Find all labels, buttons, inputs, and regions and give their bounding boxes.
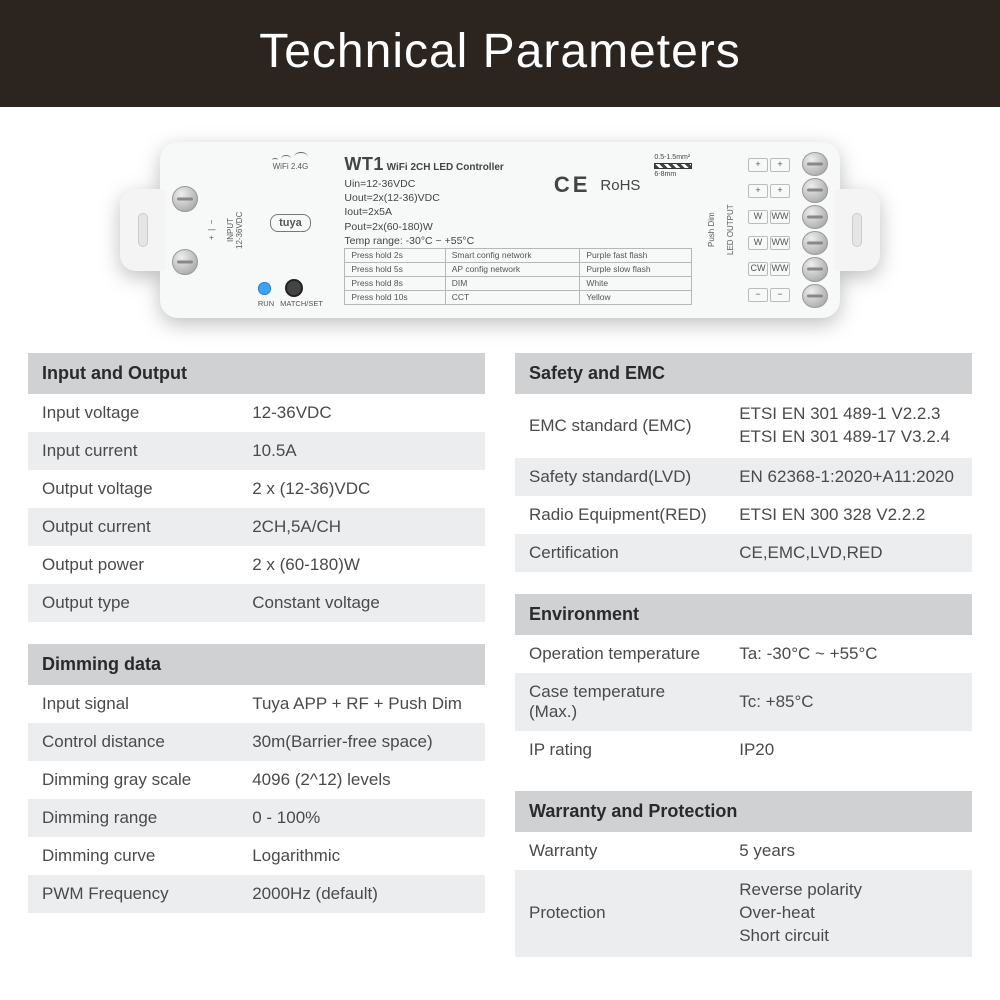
model-number: WT1 [344,154,384,174]
table-warranty: Warranty and Protection Warranty5 years … [515,791,972,957]
table-row: Case temperature (Max.)Tc: +85°C [515,673,972,731]
table-row: Dimming curveLogarithmic [28,837,485,875]
table-environment: Environment Operation temperatureTa: -30… [515,594,972,769]
table-row: Control distance30m(Barrier-free space) [28,723,485,761]
table-row: EMC standard (EMC)ETSI EN 301 489-1 V2.2… [515,394,972,458]
wifi-label: WiFi 2.4G [272,162,308,171]
table-header: Dimming data [28,644,485,685]
table-row: Output voltage2 x (12-36)VDC [28,470,485,508]
input-terminals [172,152,198,308]
table-row: Radio Equipment(RED)ETSI EN 300 328 V2.2… [515,496,972,534]
table-row: PWM Frequency2000Hz (default) [28,875,485,913]
multi-line-cell: ETSI EN 301 489-1 V2.2.3ETSI EN 301 489-… [725,394,972,458]
table-row: Input voltage12-36VDC [28,394,485,432]
table-row: ProtectionReverse polarityOver-heatShort… [515,870,972,957]
input-label: INPUT12-36VDC [227,152,245,308]
table-dimming: Dimming data Input signalTuya APP + RF +… [28,644,485,913]
output-terminals [802,152,828,308]
mount-bracket-right [834,189,880,271]
wifi-icon [272,152,308,162]
wire-gauge-tip: 0.5-1.5mm² 6-8mm [654,154,692,178]
control-panel: WiFi 2.4G tuya RUN MATCH/SET [254,152,326,308]
table-row: Input signalTuya APP + RF + Push Dim [28,685,485,723]
table-row: IP ratingIP20 [515,731,972,769]
table-row: Warranty5 years [515,832,972,870]
match-set-button[interactable] [285,279,303,297]
table-row: Safety standard(LVD)EN 62368-1:2020+A11:… [515,458,972,496]
match-label: MATCH/SET [280,299,323,308]
input-polarity: + | − [208,152,217,308]
table-header: Input and Output [28,353,485,394]
table-row: Operation temperatureTa: -30°C ~ +55°C [515,635,972,673]
table-header: Environment [515,594,972,635]
device-spec-lines: Uin=12-36VDC Uout=2x(12-36)VDC Iout=2x5A… [344,177,503,248]
table-row: CertificationCE,EMC,LVD,RED [515,534,972,572]
tuya-badge: tuya [270,214,311,232]
run-led [258,282,271,295]
mount-bracket-left [120,189,166,271]
ce-mark: CE [554,172,591,198]
table-header: Safety and EMC [515,353,972,394]
table-row: Dimming range0 - 100% [28,799,485,837]
table-safety-emc: Safety and EMC EMC standard (EMC)ETSI EN… [515,353,972,572]
run-label: RUN [258,299,274,308]
rohs-mark: RoHS [600,177,640,194]
output-channel-labels: ++ ++ WWW WWW CWWW −− [746,152,792,308]
page-title: Technical Parameters [0,0,1000,107]
table-row: Dimming gray scale4096 (2^12) levels [28,761,485,799]
table-header: Warranty and Protection [515,791,972,832]
device-illustration: + | − INPUT12-36VDC WiFi 2.4G tuya [0,107,1000,349]
table-row: Output typeConstant voltage [28,584,485,622]
led-output-label: LED OUTPUT [727,152,736,308]
push-dim-label: Push Dim [708,152,717,308]
table-row: Output current2CH,5A/CH [28,508,485,546]
table-input-output: Input and Output Input voltage12-36VDC I… [28,353,485,622]
model-subtitle: WiFi 2CH LED Controller [387,162,504,173]
table-row: Output power2 x (60-180)W [28,546,485,584]
multi-line-cell: Reverse polarityOver-heatShort circuit [725,870,972,957]
config-table: Press hold 2sSmart config networkPurple … [344,248,692,305]
table-row: Input current10.5A [28,432,485,470]
